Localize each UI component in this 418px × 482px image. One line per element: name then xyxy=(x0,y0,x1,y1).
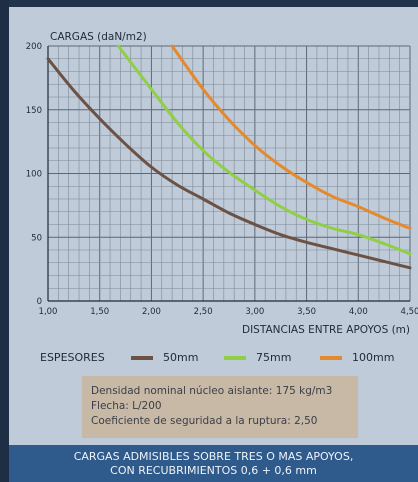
x-tick-label: 2,50 xyxy=(194,307,213,317)
left-strip xyxy=(0,0,9,482)
legend-label-75mm: 75mm xyxy=(256,351,292,364)
series-lines xyxy=(46,44,412,270)
y-tick-label: 0 xyxy=(37,297,42,307)
series-line-100mm xyxy=(170,44,412,230)
series-line-50mm xyxy=(46,57,412,270)
chart-title: CARGAS (daN/m2) xyxy=(50,31,147,43)
tick-labels: 1,00 1,50 2,00 2,50 3,00 3,50 4,00 4,50 0 50 100 15… xyxy=(26,42,418,317)
info-safety-factor: Coeficiente de seguridad a la ruptura: 2… xyxy=(91,415,318,427)
legend: ESPESORES 50mm 75mm 100mm xyxy=(40,350,418,368)
x-tick-label: 1,00 xyxy=(39,307,58,317)
x-tick-label: 1,50 xyxy=(90,307,109,317)
x-tick-label: 4,50 xyxy=(401,307,418,317)
x-axis-label: DISTANCIAS ENTRE APOYOS (m) xyxy=(242,324,410,336)
info-density: Densidad nominal núcleo aislante: 175 kg… xyxy=(91,385,333,397)
series-line-75mm xyxy=(116,44,412,256)
legend-swatch-50mm xyxy=(131,356,153,360)
legend-label-50mm: 50mm xyxy=(163,351,199,364)
legend-swatch-100mm xyxy=(320,356,342,360)
x-tick-label: 3,50 xyxy=(297,307,316,317)
footer-line-1: CARGAS ADMISIBLES SOBRE TRES O MAS APOYO… xyxy=(73,450,354,463)
x-tick-label: 4,00 xyxy=(349,307,368,317)
x-tick-label: 3,00 xyxy=(245,307,264,317)
grid xyxy=(47,45,411,302)
y-tick-label: 200 xyxy=(26,42,42,52)
y-tick-label: 150 xyxy=(26,106,42,116)
y-tick-label: 100 xyxy=(26,170,42,180)
info-box: Densidad nominal núcleo aislante: 175 kg… xyxy=(82,376,358,438)
x-tick-label: 2,00 xyxy=(142,307,161,317)
y-tick-label: 50 xyxy=(31,233,42,243)
legend-title: ESPESORES xyxy=(40,351,105,364)
legend-label-100mm: 100mm xyxy=(352,351,395,364)
info-deflection: Flecha: L/200 xyxy=(91,400,162,412)
footer-line-2: CON RECUBRIMIENTOS 0,6 + 0,6 mm xyxy=(110,464,317,477)
axes xyxy=(47,46,410,302)
legend-swatch-75mm xyxy=(224,356,246,360)
footer-caption: CARGAS ADMISIBLES SOBRE TRES O MAS APOYO… xyxy=(9,445,418,482)
